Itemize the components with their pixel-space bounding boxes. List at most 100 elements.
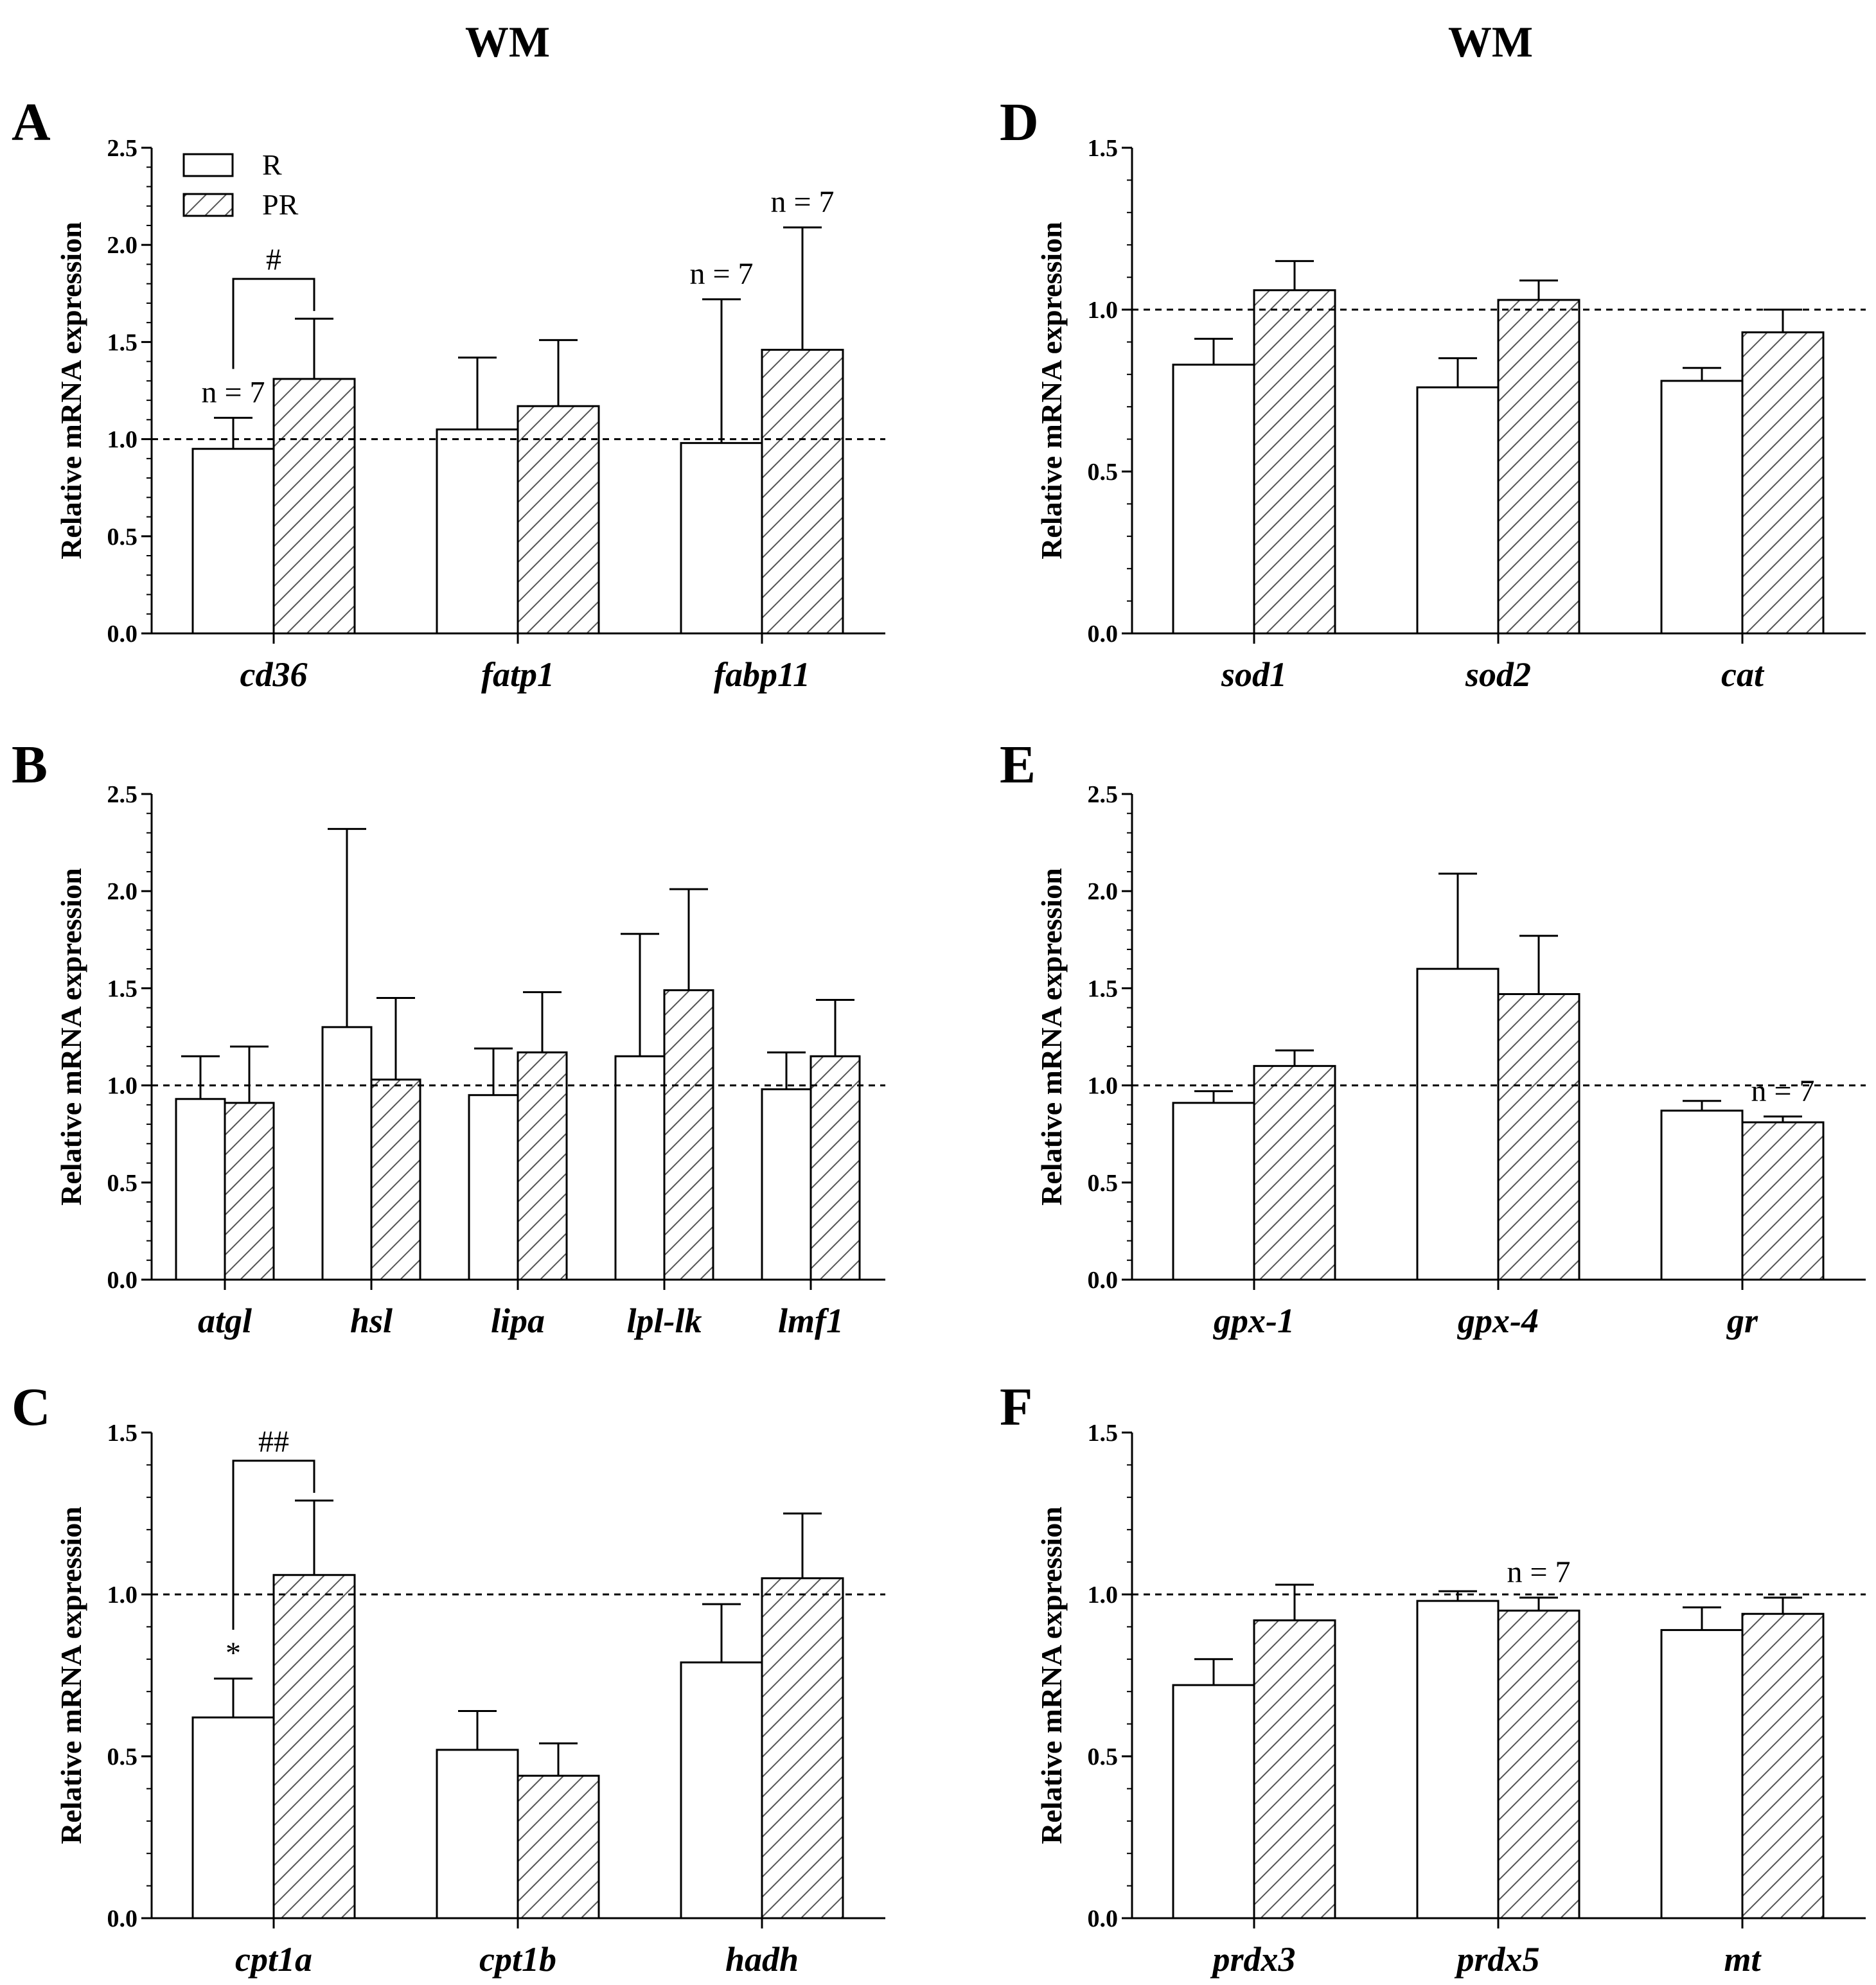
panel-e-y-tick-label: 1.0: [1088, 1073, 1119, 1100]
panel-f-letter: F: [1000, 1377, 1032, 1437]
panel-d-bar-r: [1660, 380, 1744, 635]
panel-f-annotation: n = 7: [1507, 1555, 1570, 1589]
panel-f-bar-pr: [1497, 1609, 1580, 1919]
panel-b-y-label: Relative mRNA expression: [55, 868, 87, 1206]
panel-d: D 0.0 0.5 1.0 1.5 Relative mRNA expression sod…: [1000, 93, 1866, 694]
panel-d-category-label: cat: [1721, 655, 1765, 694]
panel-a-letter: A: [12, 93, 51, 152]
panel-e-bar-pr: [1497, 992, 1580, 1281]
panel-c-annotation: *: [226, 1636, 241, 1670]
panel-a-bar-r: [680, 442, 763, 635]
panel-e-y-tick-label: 0.0: [1088, 1267, 1119, 1294]
panel-c-bar-r: [191, 1716, 275, 1919]
panel-a-y-tick-label: 0.5: [107, 524, 138, 551]
panel-f-category-label: prdx5: [1454, 1940, 1539, 1979]
panel-b-category-label: lpl-lk: [627, 1301, 702, 1340]
panel-f-bar-r: [1660, 1628, 1744, 1919]
panel-a-bar-pr: [272, 378, 356, 635]
panel-b-category-label: lipa: [491, 1301, 545, 1340]
panel-b-y-tick-label: 2.0: [107, 878, 138, 905]
panel-b-y-tick-label: 1.5: [107, 975, 138, 1002]
panel-e-y-label: Relative mRNA expression: [1035, 868, 1068, 1206]
panel-a-significance-label: #: [266, 243, 281, 277]
panel-a-y-label: Relative mRNA expression: [55, 222, 87, 560]
panel-e-category-label: gpx-1: [1213, 1301, 1295, 1340]
panel-f-category-label: prdx3: [1210, 1940, 1295, 1979]
panel-e-y-tick-label: 2.5: [1088, 781, 1119, 808]
panel-c-category-label: cpt1a: [235, 1940, 312, 1979]
panel-c-y-tick-label: 0.5: [107, 1743, 138, 1770]
panel-d-category-label: sod2: [1465, 655, 1531, 694]
panel-b-bar-pr: [517, 1051, 568, 1281]
panel-c-category-label: hadh: [725, 1940, 799, 1979]
panel-f-y-tick-label: 0.0: [1088, 1905, 1119, 1932]
panel-a-annotation: n = 7: [770, 185, 834, 219]
panel-a-category-label: fabp11: [714, 655, 810, 694]
panel-a-category-label: fatp1: [481, 655, 554, 694]
panel-a-legend-label: R: [262, 148, 282, 181]
panel-a-bar-r: [191, 448, 275, 635]
panel-a-bar-pr: [761, 348, 844, 635]
panel-e-category-label: gpx-4: [1457, 1301, 1539, 1340]
panel-a: A 0.0 0.5 1.0 1.5 2.0 2.5 Relative mRNA express…: [12, 93, 885, 694]
panel-b-bar-pr: [810, 1055, 861, 1281]
panel-e-bar-r: [1416, 967, 1500, 1281]
panel-a-y-tick-label: 2.0: [107, 232, 138, 259]
panel-b-category-label: lmf1: [778, 1301, 844, 1340]
panel-d-y-tick-label: 0.0: [1088, 621, 1119, 648]
panel-c-bar-pr: [272, 1574, 356, 1919]
panel-e-bar-pr: [1253, 1064, 1336, 1281]
panel-b-bar-r: [468, 1094, 519, 1281]
panel-a-y-tick-label: 1.5: [107, 329, 138, 356]
panel-e-bar-r: [1172, 1102, 1255, 1281]
panel-b-category-label: atgl: [198, 1301, 252, 1340]
panel-e-letter: E: [1000, 735, 1036, 795]
panel-a-legend-swatch-r: [182, 153, 234, 177]
panel-d-bar-r: [1172, 364, 1255, 635]
panel-c-bar-pr: [761, 1577, 844, 1919]
panel-a-annotation: n = 7: [689, 257, 753, 291]
panel-b-bar-pr: [370, 1079, 421, 1281]
panel-c-y-tick-label: 0.0: [107, 1905, 138, 1932]
panel-c-significance-label: ##: [258, 1425, 289, 1459]
panel-d-bar-r: [1416, 386, 1500, 635]
column-title-right: WM: [1448, 17, 1533, 66]
panel-b-bar-r: [614, 1055, 666, 1281]
panel-f-category-label: mt: [1724, 1940, 1762, 1979]
panel-f-y-tick-label: 1.0: [1088, 1582, 1119, 1609]
panel-c-bar-r: [436, 1749, 519, 1919]
panel-b-y-tick-label: 1.0: [107, 1073, 138, 1100]
panel-f-bar-pr: [1253, 1619, 1336, 1919]
panel-f-bar-r: [1172, 1684, 1255, 1919]
panel-f-y-tick-label: 1.5: [1088, 1420, 1119, 1447]
panel-e-annotation: n = 7: [1751, 1074, 1814, 1108]
panel-c-letter: C: [12, 1377, 51, 1437]
panel-e-bar-r: [1660, 1109, 1744, 1281]
panel-b-bar-r: [175, 1098, 226, 1281]
panel-a-bar-pr: [517, 405, 600, 635]
panel-b-y-tick-label: 2.5: [107, 781, 138, 808]
panel-c-y-tick-label: 1.0: [107, 1582, 138, 1609]
panel-c-bar-r: [680, 1661, 763, 1919]
panel-b-bar-r: [761, 1088, 812, 1281]
panel-e: E 0.0 0.5 1.0 1.5 2.0 2.5 Relative mRNA express…: [1000, 735, 1866, 1340]
column-title-left: WM: [465, 17, 550, 66]
panel-a-bar-r: [436, 428, 519, 635]
panel-f: F 0.0 0.5 1.0 1.5 Relative mRNA expression prd…: [1000, 1377, 1866, 1979]
panel-a-y-tick-label: 0.0: [107, 621, 138, 648]
panel-a-category-label: cd36: [240, 655, 308, 694]
panel-f-y-tick-label: 0.5: [1088, 1743, 1119, 1770]
panel-d-y-label: Relative mRNA expression: [1035, 222, 1068, 560]
panel-c: C 0.0 0.5 1.0 1.5 Relative mRNA expression cpt…: [12, 1377, 885, 1979]
panel-d-y-tick-label: 1.5: [1088, 135, 1119, 162]
panel-b-category-label: hsl: [350, 1301, 393, 1340]
panel-c-y-tick-label: 1.5: [107, 1420, 138, 1447]
panel-c-category-label: cpt1b: [479, 1940, 556, 1979]
panel-c-bar-pr: [517, 1774, 600, 1919]
panel-a-significance-bracket: [232, 278, 315, 369]
panel-b-bar-pr: [663, 989, 714, 1281]
panel-e-y-tick-label: 1.5: [1088, 975, 1119, 1002]
panel-a-y-tick-label: 2.5: [107, 135, 138, 162]
panel-b: B 0.0 0.5 1.0 1.5 2.0 2.5 Relative mRNA express…: [12, 735, 885, 1340]
